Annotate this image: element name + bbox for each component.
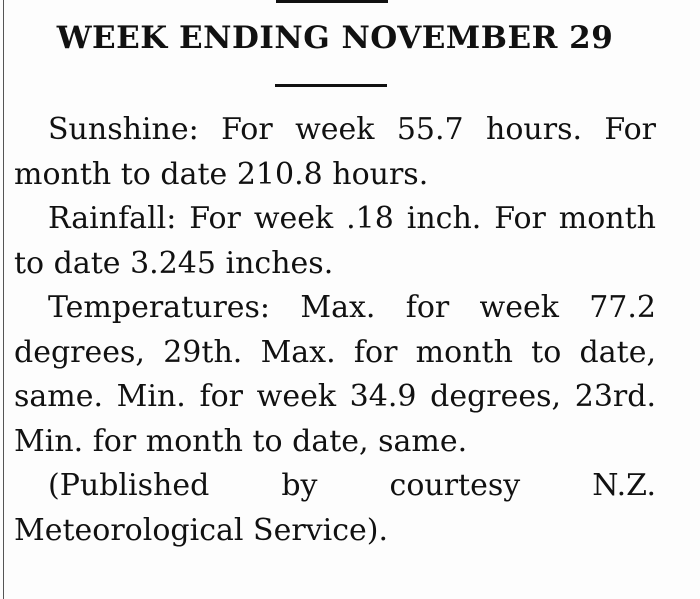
article-body: Sunshine: For week 55.7 hours. For month… [14,108,656,553]
top-rule [276,0,388,3]
column-divider [3,0,4,599]
rainfall-paragraph: Rainfall: For week .18 inch. For month t… [14,201,656,281]
temperatures-paragraph: Temperatures: Max. for week 77.2 degrees… [14,290,656,459]
credit-paragraph: (Published by courtesy N.Z. Meteorologic… [14,468,656,548]
heading-rule [275,84,387,87]
article-heading: WEEK ENDING NOVEMBER 29 [56,20,614,56]
sunshine-paragraph: Sunshine: For week 55.7 hours. For month… [14,112,656,192]
